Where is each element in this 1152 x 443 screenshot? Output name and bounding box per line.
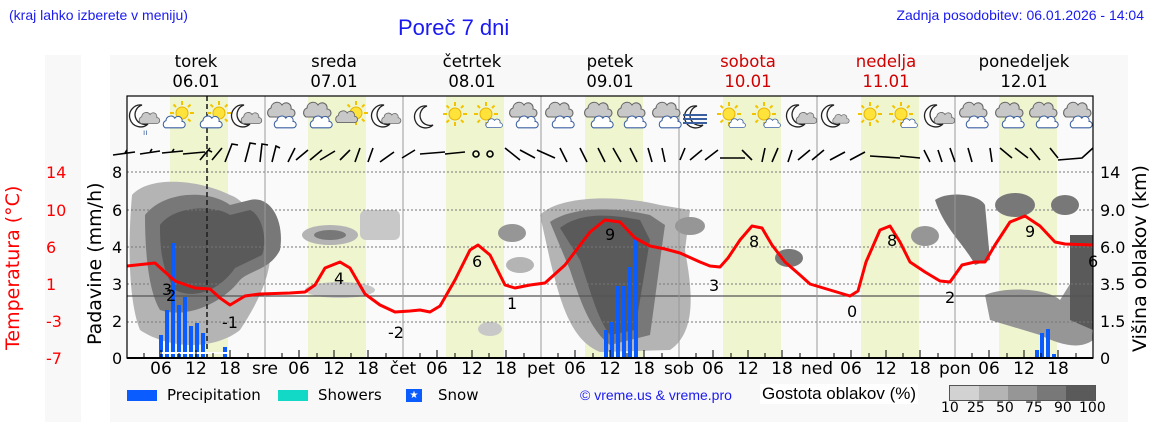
temp-tick: 6 bbox=[46, 238, 57, 257]
x-label: 18 bbox=[771, 359, 793, 379]
density-level: 50 bbox=[996, 400, 1014, 416]
day-header-5: nedelja 11.01 bbox=[855, 52, 917, 91]
x-label: 12 bbox=[875, 359, 897, 379]
x-label: pon bbox=[939, 359, 971, 379]
x-label: 12 bbox=[1013, 359, 1035, 379]
prec-tick: 2 bbox=[112, 312, 123, 331]
prec-tick: 3 bbox=[112, 275, 123, 294]
cloud-tick: 9.0 bbox=[1100, 201, 1126, 220]
density-level: 100 bbox=[1079, 400, 1106, 416]
x-label: 18 bbox=[357, 359, 379, 379]
cloud-tick: 1.5 bbox=[1100, 312, 1126, 331]
x-label: 06 bbox=[978, 359, 1000, 379]
density-level: 75 bbox=[1025, 400, 1043, 416]
cloud-density-scale bbox=[949, 385, 1096, 401]
x-label: 12 bbox=[185, 359, 207, 379]
x-label: 06 bbox=[150, 359, 172, 379]
day-header-6: ponedeljek 12.01 bbox=[978, 52, 1070, 91]
cloud-density-title: Gostota oblakov (%) bbox=[760, 384, 919, 404]
page-title: Poreč 7 dni bbox=[398, 15, 510, 40]
prec-tick: 6 bbox=[112, 201, 123, 220]
x-label: 18 bbox=[909, 359, 931, 379]
svg-text:9: 9 bbox=[605, 225, 615, 244]
wind-barbs-row bbox=[112, 142, 1094, 163]
x-label: ned bbox=[800, 359, 834, 379]
cloud-tick: 3.5 bbox=[1100, 275, 1126, 294]
x-label: sob bbox=[663, 359, 695, 379]
cloud-height-axis-title: Višina oblakov (km) bbox=[1129, 165, 1151, 352]
svg-text:ıı: ıı bbox=[143, 128, 147, 137]
x-label: 06 bbox=[288, 359, 310, 379]
svg-text:0: 0 bbox=[847, 302, 857, 321]
prec-tick: 8 bbox=[112, 163, 123, 182]
svg-text:4: 4 bbox=[334, 269, 344, 288]
svg-text:-2: -2 bbox=[388, 323, 404, 342]
cloud-tick: 0 bbox=[1100, 349, 1111, 368]
temp-tick: 14 bbox=[46, 163, 67, 182]
x-label: 12 bbox=[737, 359, 759, 379]
x-label: sre bbox=[252, 359, 278, 379]
x-label: 06 bbox=[426, 359, 448, 379]
legend-showers: Showers bbox=[318, 386, 382, 404]
temp-tick: -3 bbox=[46, 312, 62, 331]
svg-text:-1: -1 bbox=[222, 313, 238, 332]
x-label: 18 bbox=[495, 359, 517, 379]
x-label: 12 bbox=[323, 359, 345, 379]
day-header-4: sobota 10.01 bbox=[720, 52, 776, 91]
location-note[interactable]: (kraj lahko izberete v meniju) bbox=[9, 7, 188, 23]
temperature-line bbox=[126, 214, 1094, 314]
cloud-density-map bbox=[129, 181, 1093, 352]
x-label: 06 bbox=[702, 359, 724, 379]
cloud-tick: 6.0 bbox=[1100, 238, 1126, 257]
svg-text:2: 2 bbox=[166, 286, 176, 305]
density-level: 10 bbox=[941, 400, 959, 416]
density-level: 25 bbox=[967, 400, 985, 416]
weather-icons-row: ıı bbox=[128, 100, 1093, 137]
x-label: 18 bbox=[1047, 359, 1069, 379]
temp-tick: -7 bbox=[46, 349, 62, 368]
svg-text:8: 8 bbox=[749, 232, 759, 251]
svg-text:9: 9 bbox=[1025, 222, 1035, 241]
x-label: 06 bbox=[564, 359, 586, 379]
temp-tick: 10 bbox=[46, 201, 67, 220]
last-updated: Zadnja posodobitev: 06.01.2026 - 14:04 bbox=[896, 7, 1144, 23]
legend-snow: Snow bbox=[438, 386, 479, 404]
x-label: pet bbox=[527, 359, 555, 379]
precipitation-axis-title: Padavine (mm/h) bbox=[84, 182, 106, 345]
temperature-axis-title: Temperatura (°C) bbox=[2, 185, 24, 350]
legend-precipitation: Precipitation bbox=[167, 386, 261, 404]
precipitation-swatch bbox=[127, 390, 157, 401]
svg-text:6: 6 bbox=[472, 252, 482, 271]
svg-text:2: 2 bbox=[945, 288, 955, 307]
day-header-2: četrtek 08.01 bbox=[442, 52, 502, 91]
x-label: 18 bbox=[219, 359, 241, 379]
x-label: 18 bbox=[633, 359, 655, 379]
svg-text:3: 3 bbox=[162, 280, 172, 299]
svg-text:8: 8 bbox=[887, 231, 897, 250]
x-label: 12 bbox=[461, 359, 483, 379]
showers-swatch bbox=[278, 390, 308, 401]
cloud-tick: 14 bbox=[1100, 163, 1121, 182]
svg-text:3: 3 bbox=[709, 276, 719, 295]
credit-link[interactable]: © vreme.us & vreme.pro bbox=[580, 387, 732, 403]
temp-tick: 1 bbox=[46, 275, 57, 294]
x-label: čet bbox=[389, 359, 417, 379]
density-level: 90 bbox=[1054, 400, 1072, 416]
x-label: 06 bbox=[840, 359, 862, 379]
x-ticks bbox=[143, 350, 1077, 358]
day-header-3: petek 09.01 bbox=[586, 52, 634, 91]
prec-tick: 0 bbox=[112, 349, 123, 368]
grid-lines bbox=[127, 171, 1093, 323]
x-label: 12 bbox=[599, 359, 621, 379]
snow-star-icon: ★ bbox=[406, 389, 422, 402]
precipitation-bars bbox=[159, 239, 1056, 358]
temperature-axis-panel bbox=[45, 55, 81, 422]
day-header-0: torek 06.01 bbox=[172, 52, 220, 91]
prec-tick: 4 bbox=[112, 238, 123, 257]
svg-text:1: 1 bbox=[507, 294, 517, 313]
day-header-1: sreda 07.01 bbox=[310, 52, 358, 91]
